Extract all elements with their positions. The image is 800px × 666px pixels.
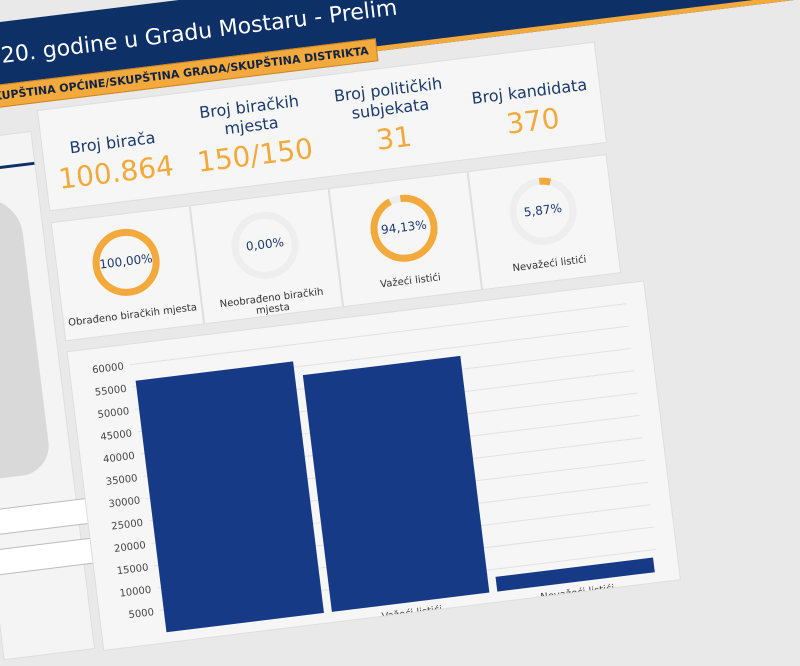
y-tick-label: 20000 (114, 540, 147, 555)
stat-polling-stations: Broj biračkih mjesta 150/150 (177, 77, 328, 193)
y-tick-label: 30000 (108, 495, 141, 510)
donut-card: 0,00% Neobrađeno biračkih mjesta (189, 188, 344, 325)
panel-divider (0, 161, 35, 176)
bar[interactable] (495, 557, 655, 592)
y-tick-label: 40000 (103, 451, 136, 466)
y-tick-label: 50000 (97, 406, 130, 421)
donut-card: 5,87% Nevažeći listići (467, 154, 622, 291)
donut-card: 94,13% Važeći listići (328, 171, 483, 308)
bar-chart: 5000 10000 15000 20000 25000 30000 35000 40000 4… (66, 280, 681, 652)
x-tick-label: Nevažeći listići (540, 582, 615, 603)
stat-voters: Broj birača 100.864 (38, 94, 189, 210)
y-tick-label: 25000 (111, 518, 144, 533)
donut-label: Nevažeći listići (511, 254, 588, 275)
bar-chart-svg: 5000 10000 15000 20000 25000 30000 35000 40000 4… (92, 303, 657, 633)
y-tick-label: 10000 (119, 585, 152, 600)
region-map[interactable] (0, 194, 53, 481)
y-tick-label: 55000 (94, 384, 127, 399)
bar[interactable] (302, 355, 490, 612)
bar[interactable] (135, 361, 324, 633)
y-tick-label: 5000 (128, 607, 155, 621)
y-tick-label: 60000 (92, 361, 125, 376)
stat-candidates: Broj kandidata 370 (455, 43, 606, 159)
donut-card: 100,00% Obrađeno biračkih mjesta (50, 205, 205, 342)
donut-ring (370, 194, 438, 262)
y-tick-label: 45000 (100, 428, 133, 443)
y-tick-label: 15000 (116, 562, 149, 577)
y-tick-label: 35000 (105, 473, 138, 488)
donut-ring (509, 177, 577, 245)
x-tick-label: Važeći listići (381, 603, 443, 622)
donut-label: Važeći listići (379, 272, 442, 291)
donut-label: Obrađeno biračkih mjesta (67, 302, 198, 329)
stat-political-subjects: Broj političkih subjekata 31 (316, 60, 467, 176)
donut-ring (92, 228, 160, 296)
donut-row: 100,00% Obrađeno biračkih mjesta 0,00% Neob… (50, 154, 622, 342)
donut-label: Neobrađeno biračkih mjesta (219, 286, 324, 317)
donut-ring (231, 211, 299, 279)
gridline (129, 303, 626, 366)
